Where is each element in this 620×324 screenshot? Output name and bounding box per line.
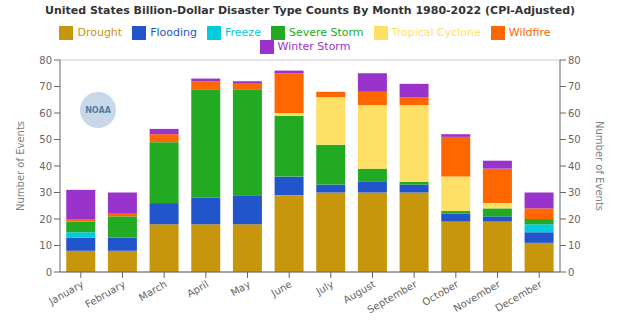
svg-text:60: 60	[39, 108, 52, 119]
svg-text:30: 30	[568, 187, 581, 198]
html-text:Freeze: Freeze	[225, 26, 261, 39]
svg-text:10: 10	[568, 240, 581, 251]
svg-text:80: 80	[39, 55, 52, 66]
svg-text:Number of Events: Number of Events	[15, 121, 26, 211]
html-text:Winter Storm: Winter Storm	[277, 40, 351, 53]
html-text:United States Billion-Dollar D: United States Billion-Dollar Disaster Ty…	[45, 4, 575, 17]
html-text:Drought: Drought	[77, 26, 123, 39]
svg-text:May: May	[229, 278, 252, 298]
svg-text:70: 70	[568, 81, 581, 92]
svg-text:70: 70	[39, 81, 52, 92]
html-text:Tropical Cyclone: Tropical Cyclone	[391, 26, 481, 39]
svg-text:80: 80	[568, 55, 581, 66]
svg-text:February: February	[83, 278, 127, 310]
svg-text:30: 30	[39, 187, 52, 198]
svg-text:January: January	[46, 278, 85, 307]
svg-text:60: 60	[568, 108, 581, 119]
svg-text:August: August	[341, 278, 377, 306]
svg-text:April: April	[185, 278, 210, 299]
svg-text:December: December	[493, 278, 544, 314]
svg-text:40: 40	[39, 161, 52, 172]
svg-text:September: September	[365, 278, 419, 316]
svg-text:July: July	[313, 278, 335, 297]
svg-text:0: 0	[46, 267, 52, 278]
html-text:NOAA: NOAA	[85, 105, 111, 115]
svg-text:March: March	[137, 278, 169, 303]
html-text:Flooding: Flooding	[150, 26, 197, 39]
svg-text:20: 20	[39, 214, 52, 225]
svg-text:50: 50	[568, 134, 581, 145]
svg-text:Number of Events: Number of Events	[594, 121, 605, 211]
svg-text:0: 0	[568, 267, 574, 278]
svg-text:40: 40	[568, 161, 581, 172]
svg-text:June: June	[268, 278, 293, 299]
html-text:Severe Storm: Severe Storm	[288, 26, 364, 39]
svg-text:20: 20	[568, 214, 581, 225]
html-text:Wildfire: Wildfire	[508, 26, 551, 39]
svg-text:November: November	[451, 278, 502, 314]
svg-text:10: 10	[39, 240, 52, 251]
svg-text:50: 50	[39, 134, 52, 145]
svg-text:October: October	[420, 278, 461, 308]
